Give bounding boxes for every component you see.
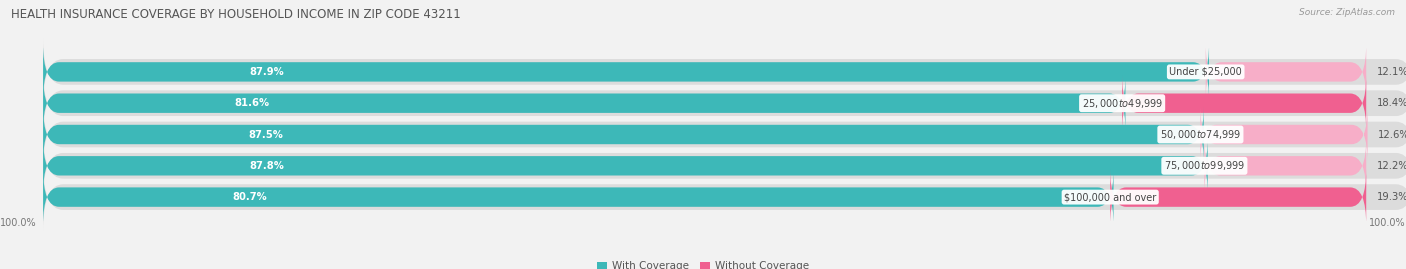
Legend: With Coverage, Without Coverage: With Coverage, Without Coverage	[592, 257, 814, 269]
FancyBboxPatch shape	[1201, 107, 1368, 162]
FancyBboxPatch shape	[44, 132, 1406, 200]
FancyBboxPatch shape	[44, 107, 1204, 162]
Text: HEALTH INSURANCE COVERAGE BY HOUSEHOLD INCOME IN ZIP CODE 43211: HEALTH INSURANCE COVERAGE BY HOUSEHOLD I…	[11, 8, 461, 21]
Text: 87.9%: 87.9%	[250, 67, 284, 77]
FancyBboxPatch shape	[1205, 138, 1367, 194]
Text: 100.0%: 100.0%	[1369, 218, 1406, 228]
Text: 12.2%: 12.2%	[1376, 161, 1406, 171]
FancyBboxPatch shape	[44, 69, 1406, 137]
Text: 87.8%: 87.8%	[249, 161, 284, 171]
Text: 81.6%: 81.6%	[235, 98, 270, 108]
FancyBboxPatch shape	[44, 44, 1209, 100]
Text: 80.7%: 80.7%	[232, 192, 267, 202]
Text: 12.6%: 12.6%	[1378, 129, 1406, 140]
Text: 19.3%: 19.3%	[1376, 192, 1406, 202]
Text: $25,000 to $49,999: $25,000 to $49,999	[1081, 97, 1163, 110]
Text: Source: ZipAtlas.com: Source: ZipAtlas.com	[1299, 8, 1395, 17]
Text: $50,000 to $74,999: $50,000 to $74,999	[1160, 128, 1241, 141]
Text: $100,000 and over: $100,000 and over	[1064, 192, 1156, 202]
FancyBboxPatch shape	[44, 75, 1125, 131]
FancyBboxPatch shape	[1206, 44, 1367, 100]
FancyBboxPatch shape	[44, 38, 1406, 106]
Text: 87.5%: 87.5%	[249, 129, 284, 140]
Text: $75,000 to $99,999: $75,000 to $99,999	[1164, 159, 1244, 172]
FancyBboxPatch shape	[44, 100, 1406, 169]
FancyBboxPatch shape	[1111, 169, 1367, 225]
Text: 100.0%: 100.0%	[0, 218, 37, 228]
FancyBboxPatch shape	[44, 138, 1208, 194]
Text: Under $25,000: Under $25,000	[1170, 67, 1241, 77]
Text: 18.4%: 18.4%	[1376, 98, 1406, 108]
FancyBboxPatch shape	[1122, 75, 1367, 131]
Text: 12.1%: 12.1%	[1376, 67, 1406, 77]
FancyBboxPatch shape	[44, 163, 1406, 231]
FancyBboxPatch shape	[44, 169, 1114, 225]
